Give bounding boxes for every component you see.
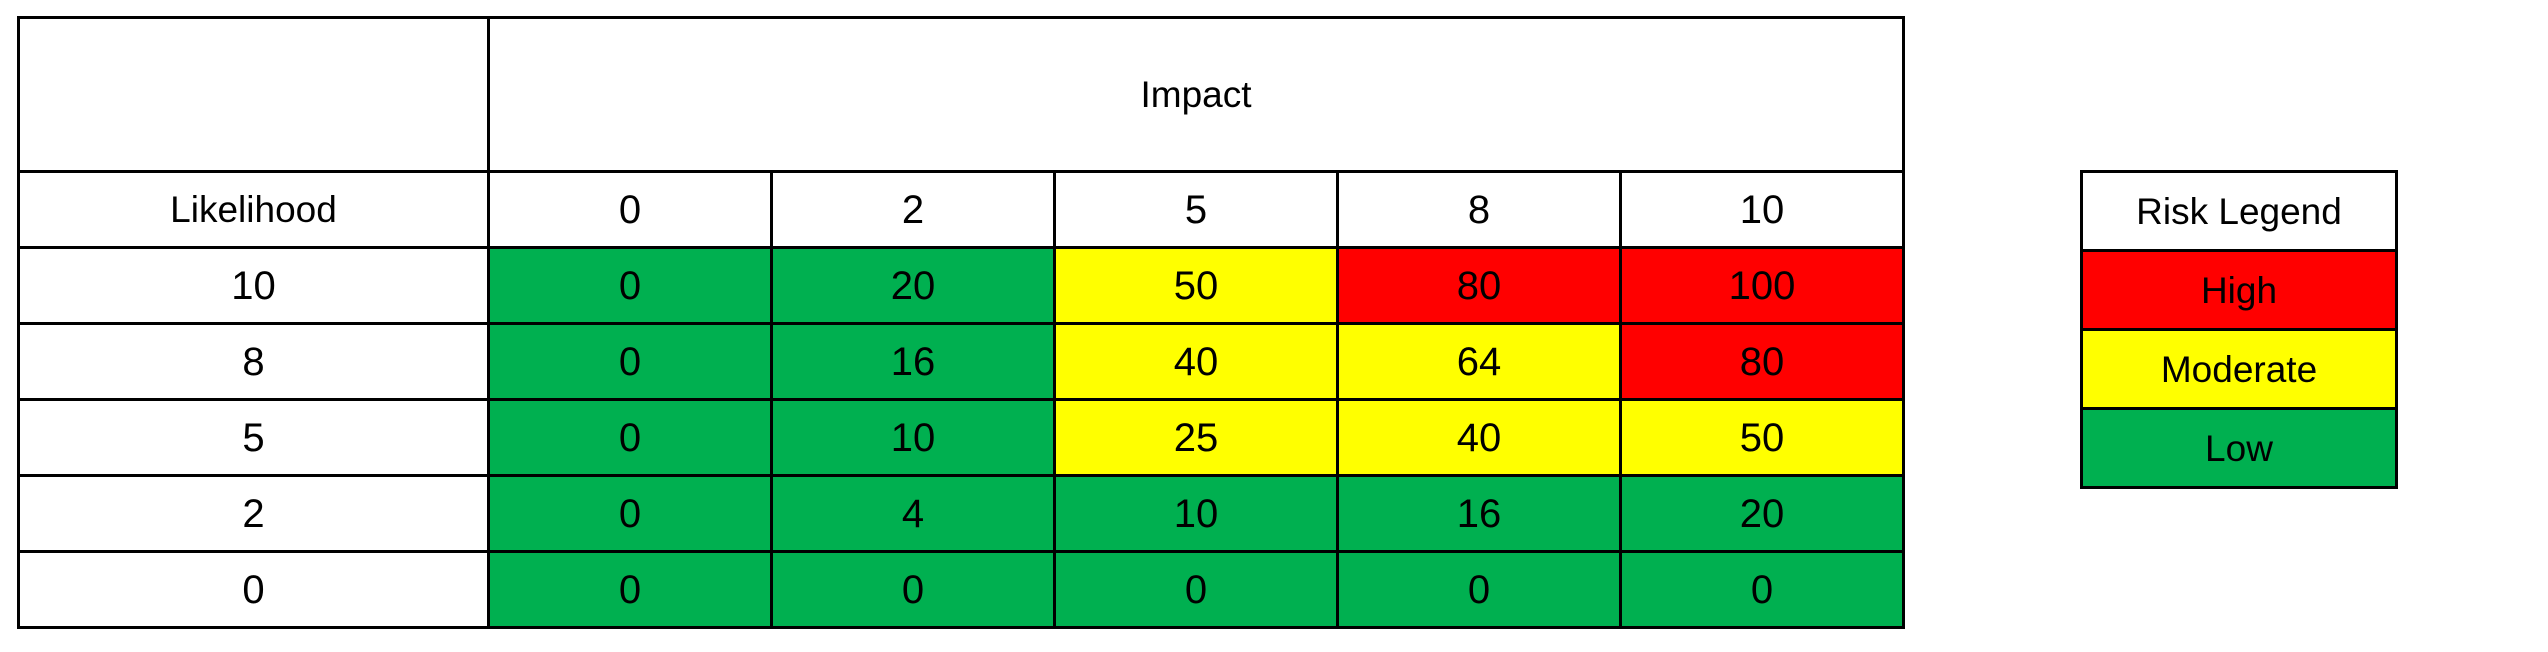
risk-score-cell: 100 [1619, 246, 1905, 325]
risk-score-cell: 0 [1336, 550, 1622, 629]
risk-score-cell: 0 [487, 398, 773, 477]
risk-score-cell: 4 [770, 474, 1056, 553]
risk-score-cell: 0 [1619, 550, 1905, 629]
risk-score-cell: 0 [487, 322, 773, 401]
risk-score-cell: 50 [1619, 398, 1905, 477]
risk-score-cell: 0 [487, 474, 773, 553]
risk-score-cell: 16 [770, 322, 1056, 401]
risk-score-cell: 20 [770, 246, 1056, 325]
impact-value-cell: 5 [1053, 170, 1339, 249]
legend-item-low: Low [2080, 407, 2398, 489]
impact-header-row: Impact [17, 16, 1905, 173]
risk-score-cell: 50 [1053, 246, 1339, 325]
likelihood-value-cell: 0 [17, 550, 490, 629]
risk-legend-table: Risk Legend High Moderate Low [2080, 170, 2398, 489]
risk-matrix-table: Impact Likelihood 0 2 5 8 10 10 0 20 50 80 10… [17, 16, 1905, 629]
risk-score-cell: 64 [1336, 322, 1622, 401]
likelihood-value-cell: 8 [17, 322, 490, 401]
risk-score-cell: 0 [1053, 550, 1339, 629]
risk-score-cell: 16 [1336, 474, 1622, 553]
impact-value-cell: 8 [1336, 170, 1622, 249]
risk-score-cell: 40 [1053, 322, 1339, 401]
risk-legend-body: Risk Legend High Moderate Low [2080, 170, 2398, 489]
legend-title-row: Risk Legend [2080, 170, 2398, 252]
risk-score-cell: 40 [1336, 398, 1622, 477]
risk-score-cell: 10 [1053, 474, 1339, 553]
corner-cell [17, 16, 490, 173]
likelihood-value-cell: 10 [17, 246, 490, 325]
risk-score-cell: 25 [1053, 398, 1339, 477]
risk-score-cell: 0 [770, 550, 1056, 629]
legend-item-high: High [2080, 249, 2398, 331]
legend-row: Moderate [2080, 328, 2398, 410]
risk-matrix-row: 10 0 20 50 80 100 [17, 246, 1905, 325]
impact-value-cell: 10 [1619, 170, 1905, 249]
risk-matrix-row: 5 0 10 25 40 50 [17, 398, 1905, 477]
risk-matrix-row: 8 0 16 40 64 80 [17, 322, 1905, 401]
impact-values-row: Likelihood 0 2 5 8 10 [17, 170, 1905, 249]
likelihood-label: Likelihood [17, 170, 490, 249]
risk-score-cell: 0 [487, 550, 773, 629]
risk-matrix-row: 2 0 4 10 16 20 [17, 474, 1905, 553]
legend-row: Low [2080, 407, 2398, 489]
legend-title: Risk Legend [2080, 170, 2398, 252]
impact-value-cell: 2 [770, 170, 1056, 249]
risk-score-cell: 0 [487, 246, 773, 325]
risk-score-cell: 20 [1619, 474, 1905, 553]
legend-row: High [2080, 249, 2398, 331]
risk-score-cell: 80 [1619, 322, 1905, 401]
risk-score-cell: 10 [770, 398, 1056, 477]
impact-value-cell: 0 [487, 170, 773, 249]
impact-label: Impact [487, 16, 1905, 173]
risk-score-cell: 80 [1336, 246, 1622, 325]
likelihood-value-cell: 2 [17, 474, 490, 553]
legend-item-moderate: Moderate [2080, 328, 2398, 410]
likelihood-value-cell: 5 [17, 398, 490, 477]
risk-matrix-body: Impact Likelihood 0 2 5 8 10 10 0 20 50 80 10… [17, 16, 1905, 629]
